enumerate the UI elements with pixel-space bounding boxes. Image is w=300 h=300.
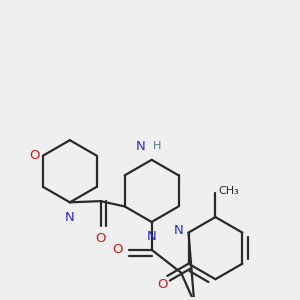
Text: O: O: [157, 278, 168, 291]
Text: N: N: [65, 211, 75, 224]
Text: O: O: [95, 232, 106, 244]
Text: N: N: [135, 140, 145, 153]
Text: O: O: [112, 243, 123, 256]
Text: N: N: [174, 224, 184, 238]
Text: H: H: [153, 141, 162, 151]
Text: N: N: [147, 230, 157, 243]
Text: CH₃: CH₃: [219, 186, 239, 196]
Text: O: O: [29, 149, 40, 162]
